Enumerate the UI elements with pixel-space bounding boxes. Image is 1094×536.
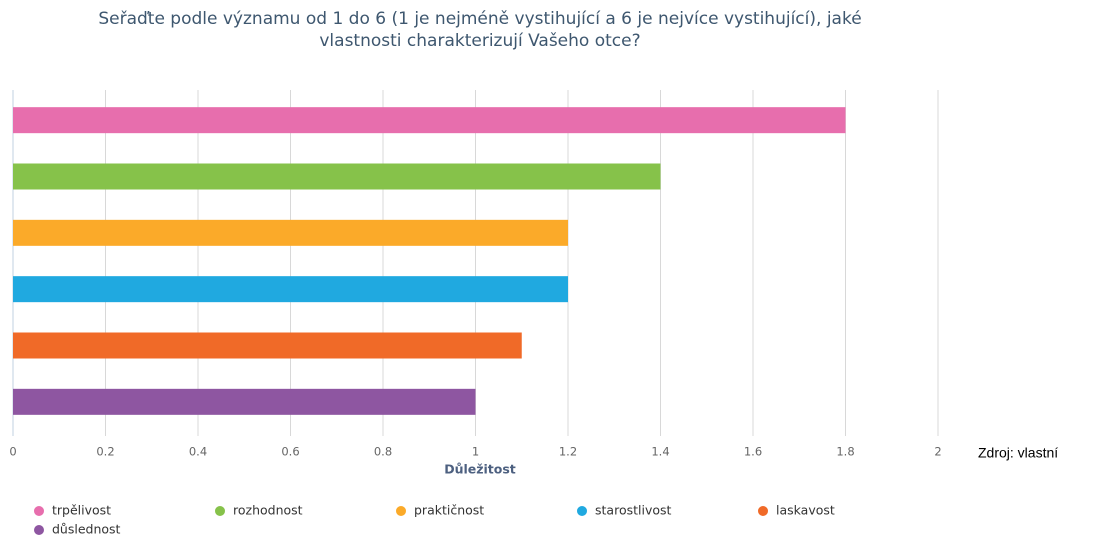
x-tick-label: 1.8 <box>836 445 854 459</box>
x-tick-label: 0.4 <box>189 445 207 459</box>
x-tick-label: 0 <box>9 445 16 459</box>
legend-marker <box>396 506 406 516</box>
x-tick-label: 1.6 <box>744 445 762 459</box>
chart-title: Seřaďte podle významu od 1 do 6 (1 je ne… <box>98 9 862 51</box>
bar <box>13 107 846 134</box>
legend-label: praktičnost <box>414 503 484 518</box>
legend-marker <box>34 506 44 516</box>
bar <box>13 219 568 246</box>
x-tick-label: 0.6 <box>281 445 299 459</box>
legend-label: důslednost <box>52 522 121 536</box>
legend-label: rozhodnost <box>233 503 303 518</box>
x-axis-label: Důležitost <box>444 462 516 477</box>
x-tick-label: 2 <box>934 445 941 459</box>
legend-marker <box>34 525 44 535</box>
bar <box>13 276 568 303</box>
legend-label: laskavost <box>776 503 835 518</box>
bar <box>13 332 522 359</box>
legend-marker <box>577 506 587 516</box>
bar <box>13 388 476 415</box>
x-tick-label: 1 <box>472 445 479 459</box>
legend-label: trpělivost <box>52 503 111 518</box>
bar <box>13 163 661 190</box>
x-tick-label: 1.2 <box>559 445 577 459</box>
legend-marker <box>758 506 768 516</box>
x-tick-label: 0.8 <box>374 445 392 459</box>
x-tick-label: 1.4 <box>651 445 669 459</box>
x-tick-label: 0.2 <box>96 445 114 459</box>
source-note: Zdroj: vlastní <box>978 445 1058 461</box>
legend-label: starostlivost <box>595 503 672 518</box>
legend-marker <box>215 506 225 516</box>
